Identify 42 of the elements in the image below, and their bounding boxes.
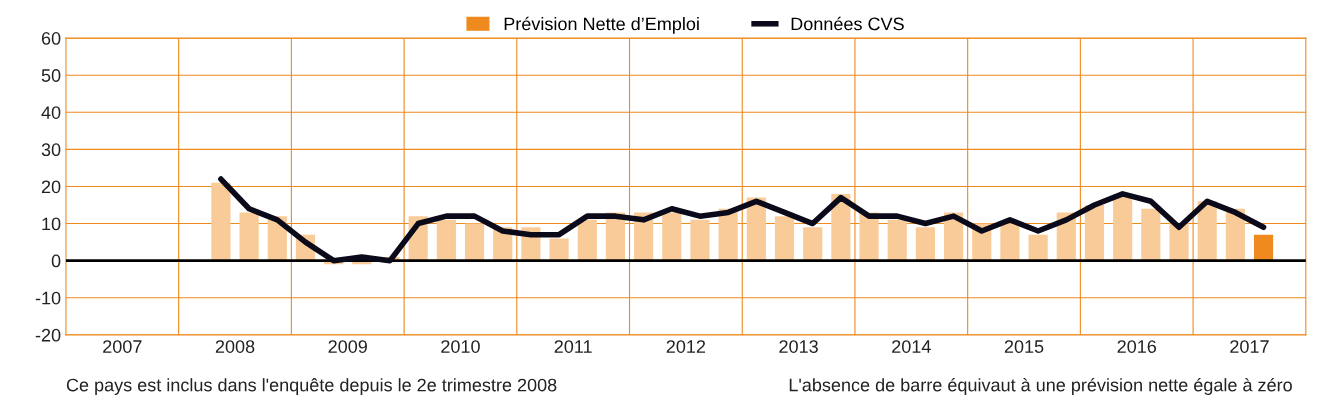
x-tick-label: 2013 bbox=[779, 340, 818, 353]
text: Ce pays est inclus dans l'enquête depuis le 2e trimestre 2008 bbox=[66, 378, 557, 395]
y-tick-label: 50 bbox=[41, 69, 61, 82]
bar bbox=[774, 216, 795, 261]
y-tick-label: -20 bbox=[35, 328, 61, 342]
bar bbox=[436, 219, 456, 261]
bar bbox=[549, 238, 569, 261]
x-tick-label: 2008 bbox=[215, 340, 255, 353]
bar bbox=[464, 223, 485, 261]
x-tick-label: 2007 bbox=[103, 340, 142, 353]
bar bbox=[887, 219, 907, 261]
bar bbox=[1000, 223, 1020, 261]
y-tick-label: 0 bbox=[51, 254, 61, 268]
legend-label: Données CVS bbox=[791, 16, 904, 31]
bar bbox=[1141, 208, 1161, 261]
bar bbox=[577, 219, 597, 261]
y-tick-label: 10 bbox=[42, 217, 61, 231]
x-tick-label: 2015 bbox=[1004, 340, 1044, 353]
bar bbox=[690, 219, 710, 261]
legend-label: Prévision Nette d’Emploi bbox=[504, 16, 699, 34]
y-tick-label: 60 bbox=[41, 32, 61, 45]
x-tick-label: 2016 bbox=[1117, 340, 1157, 353]
text: L'absence de barre équivaut à une prévision nette égale à zéro bbox=[789, 377, 1292, 395]
bar bbox=[803, 227, 823, 261]
y-tick-label: -10 bbox=[35, 291, 61, 305]
bar bbox=[1028, 234, 1048, 261]
y-tick-label: 40 bbox=[41, 106, 61, 119]
x-tick-label: 2011 bbox=[554, 340, 592, 353]
bar bbox=[1253, 234, 1274, 261]
y-tick-label: 20 bbox=[41, 180, 61, 194]
bar bbox=[239, 212, 259, 261]
x-tick-label: 2014 bbox=[892, 340, 931, 353]
x-tick-label: 2010 bbox=[441, 340, 480, 353]
bar bbox=[662, 212, 682, 261]
bar bbox=[1084, 205, 1105, 261]
bar bbox=[1113, 193, 1133, 261]
x-tick-label: 2012 bbox=[666, 340, 706, 353]
y-tick-label: 30 bbox=[41, 143, 61, 157]
x-tick-label: 2009 bbox=[328, 340, 367, 353]
x-tick-label: 2017 bbox=[1230, 340, 1269, 353]
bar bbox=[211, 182, 231, 261]
bar bbox=[915, 227, 935, 261]
